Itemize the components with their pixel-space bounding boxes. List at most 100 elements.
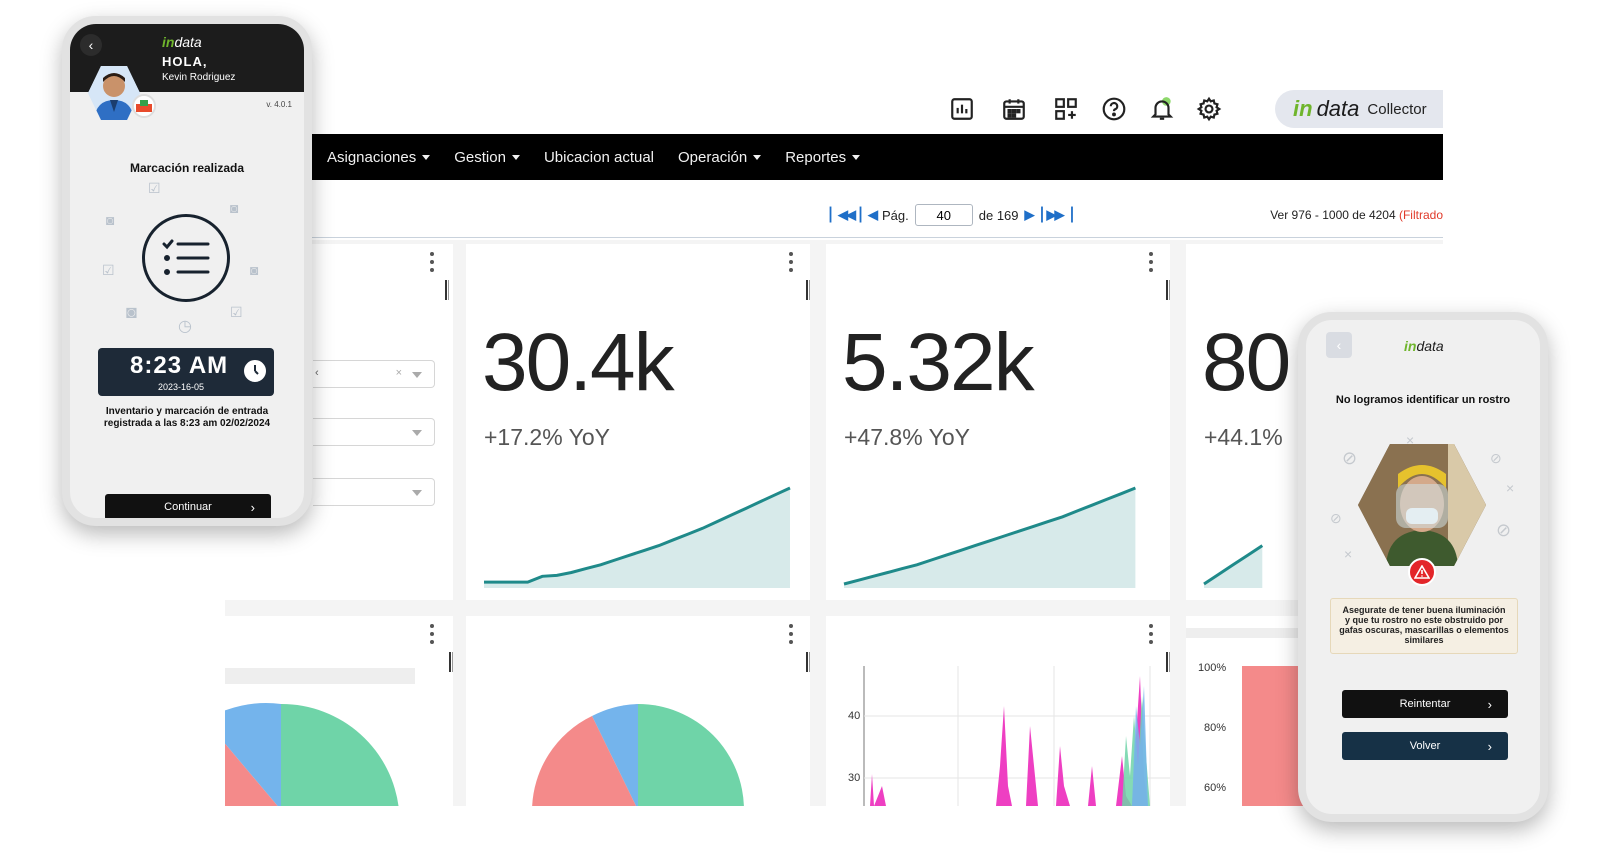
last-page-icon[interactable]: ▶▶▕ [1046,207,1073,222]
cross-icon: × [1506,480,1515,496]
resize-handle[interactable] [449,652,453,672]
chevron-right-icon: › [1487,696,1492,712]
back-icon[interactable]: ‹ [80,34,102,56]
calendar-icon[interactable] [999,94,1029,124]
kpi-card-2: 5.32k +47.8% YoY [826,244,1170,600]
brand-logo-data: data [1316,96,1360,121]
dashboard-window: in data Collector Asignaciones Gestion Ub… [225,80,1443,806]
brand-logo: indata [1404,338,1444,354]
camera-face-preview [1358,444,1486,566]
continue-button[interactable]: Continuar › [105,494,271,518]
resize-handle[interactable] [806,280,810,300]
brand-logo-in: in [162,34,175,50]
nav-label: Operación [678,148,748,166]
back-button[interactable]: Volver › [1342,732,1508,760]
retry-button[interactable]: Reintentar › [1342,690,1508,718]
bar-chart-icon[interactable] [947,94,977,124]
kpi-value: 5.32k [842,317,1035,408]
nav-gestion[interactable]: Gestion [454,149,520,166]
help-icon[interactable] [1099,94,1129,124]
check-icon: ☑ [148,180,161,196]
chevron-right-icon: › [1487,738,1492,754]
kebab-menu-icon[interactable] [1148,624,1154,644]
chevron-down-icon [753,154,762,160]
timer-icon: ◷ [178,318,192,335]
filter-select-3[interactable] [313,478,435,506]
filter-select-2[interactable] [313,418,435,446]
screen-title: Marcación realizada [129,161,245,175]
blocked-icon: ⊘ [1496,520,1512,540]
gear-icon[interactable] [1194,94,1224,124]
checklist-icon [142,214,230,302]
phone-face-check: ‹ indata No logramos identificar un rost… [1298,312,1548,822]
sparkline-line [484,486,791,584]
time-display: 8:23 AM 2023-16-05 [98,348,274,396]
kpi-card-1: 30.4k +17.2% YoY [466,244,810,600]
resize-handle[interactable] [806,652,810,672]
dashboard-grid: ‹ × 30.4k +17.2% YoY 5.32k +47.8% YoY [225,240,1443,806]
brand-logo-data: data [174,34,202,50]
y-tick-label: 40 [848,710,861,722]
clear-icon[interactable]: × [395,367,402,379]
first-page-icon[interactable]: ▏◀◀ [830,207,856,222]
pie-card-2 [466,616,810,806]
camera-icon: ◙ [106,212,115,228]
chevron-down-icon [412,430,422,436]
blocked-icon: ⊘ [1330,510,1342,526]
y-tick-label: 60% [1204,782,1227,794]
y-tick-label: 30 [848,772,861,784]
kpi-yoy-change: +17.2% YoY [484,424,610,450]
resize-handle[interactable] [1166,280,1170,300]
resize-handle[interactable] [445,280,449,300]
pagination-bar: ▏◀◀ ▏◀ Pág. de 169 ▶▕ ▶▶▕ Ver 976 - 1000… [225,194,1443,238]
prev-page-icon[interactable]: ▏◀ [860,207,878,222]
sparkline-line [1203,544,1264,586]
blocked-icon: ⊘ [1342,448,1358,468]
app-version: v. 4.0.1 [266,100,292,109]
chevron-down-icon [511,154,520,160]
button-label: Volver [1409,740,1441,752]
nav-asignaciones[interactable]: Asignaciones [327,148,431,166]
records-range: Ver 976 - 1000 de 4204 [1270,208,1396,222]
page-number-input[interactable] [914,204,973,226]
back-icon[interactable]: ‹ [1326,332,1352,358]
confirmation-message: Inventario y marcación de entrada regist… [103,406,271,429]
greeting: HOLA, [162,54,208,69]
brand-logo: indata [162,34,202,50]
kebab-menu-icon[interactable] [788,252,794,272]
grid-add-icon[interactable] [1051,94,1081,124]
next-page-icon[interactable]: ▶▕ [1024,207,1043,222]
nav-label: Asignaciones [327,148,417,166]
area-series-magenta [870,676,1148,806]
page-total: de 169 [978,207,1019,223]
nav-label: Gestion [454,148,506,166]
pie-chart [225,703,399,806]
nav-operacion[interactable]: Operación [678,148,762,166]
chevron-down-icon [422,154,431,160]
pager-controls: ▏◀◀ ▏◀ Pág. de 169 ▶▕ ▶▶▕ [830,204,1073,226]
cross-icon: × [1406,432,1415,448]
resize-handle[interactable] [1166,652,1170,672]
line-chart [863,666,1170,806]
nav-ubicacion-actual[interactable]: Ubicacion actual [544,149,654,166]
filter-select-1[interactable]: ‹ × [313,360,435,388]
camera-icon: ◙ [250,262,259,278]
nav-reportes[interactable]: Reportes [785,149,861,166]
button-label: Reintentar [1399,698,1451,710]
bell-icon[interactable] [1147,94,1177,124]
pie-slice [225,743,278,806]
kebab-menu-icon[interactable] [429,624,435,644]
kebab-menu-icon[interactable] [429,252,435,272]
screen-title: No logramos identificar un rostro [1335,394,1511,406]
collector-brand-pill[interactable]: in data Collector [1275,90,1443,128]
button-label: Continuar [164,501,212,513]
kpi-yoy-change: +44.1% [1204,424,1283,450]
clock-icon [244,360,266,382]
kebab-menu-icon[interactable] [1148,252,1154,272]
camera-icon: ◙ [230,200,239,216]
pie-chart [532,704,744,806]
bar-placeholder [225,668,415,684]
kebab-menu-icon[interactable] [788,624,794,644]
chevron-left-icon: ‹ [315,367,319,379]
